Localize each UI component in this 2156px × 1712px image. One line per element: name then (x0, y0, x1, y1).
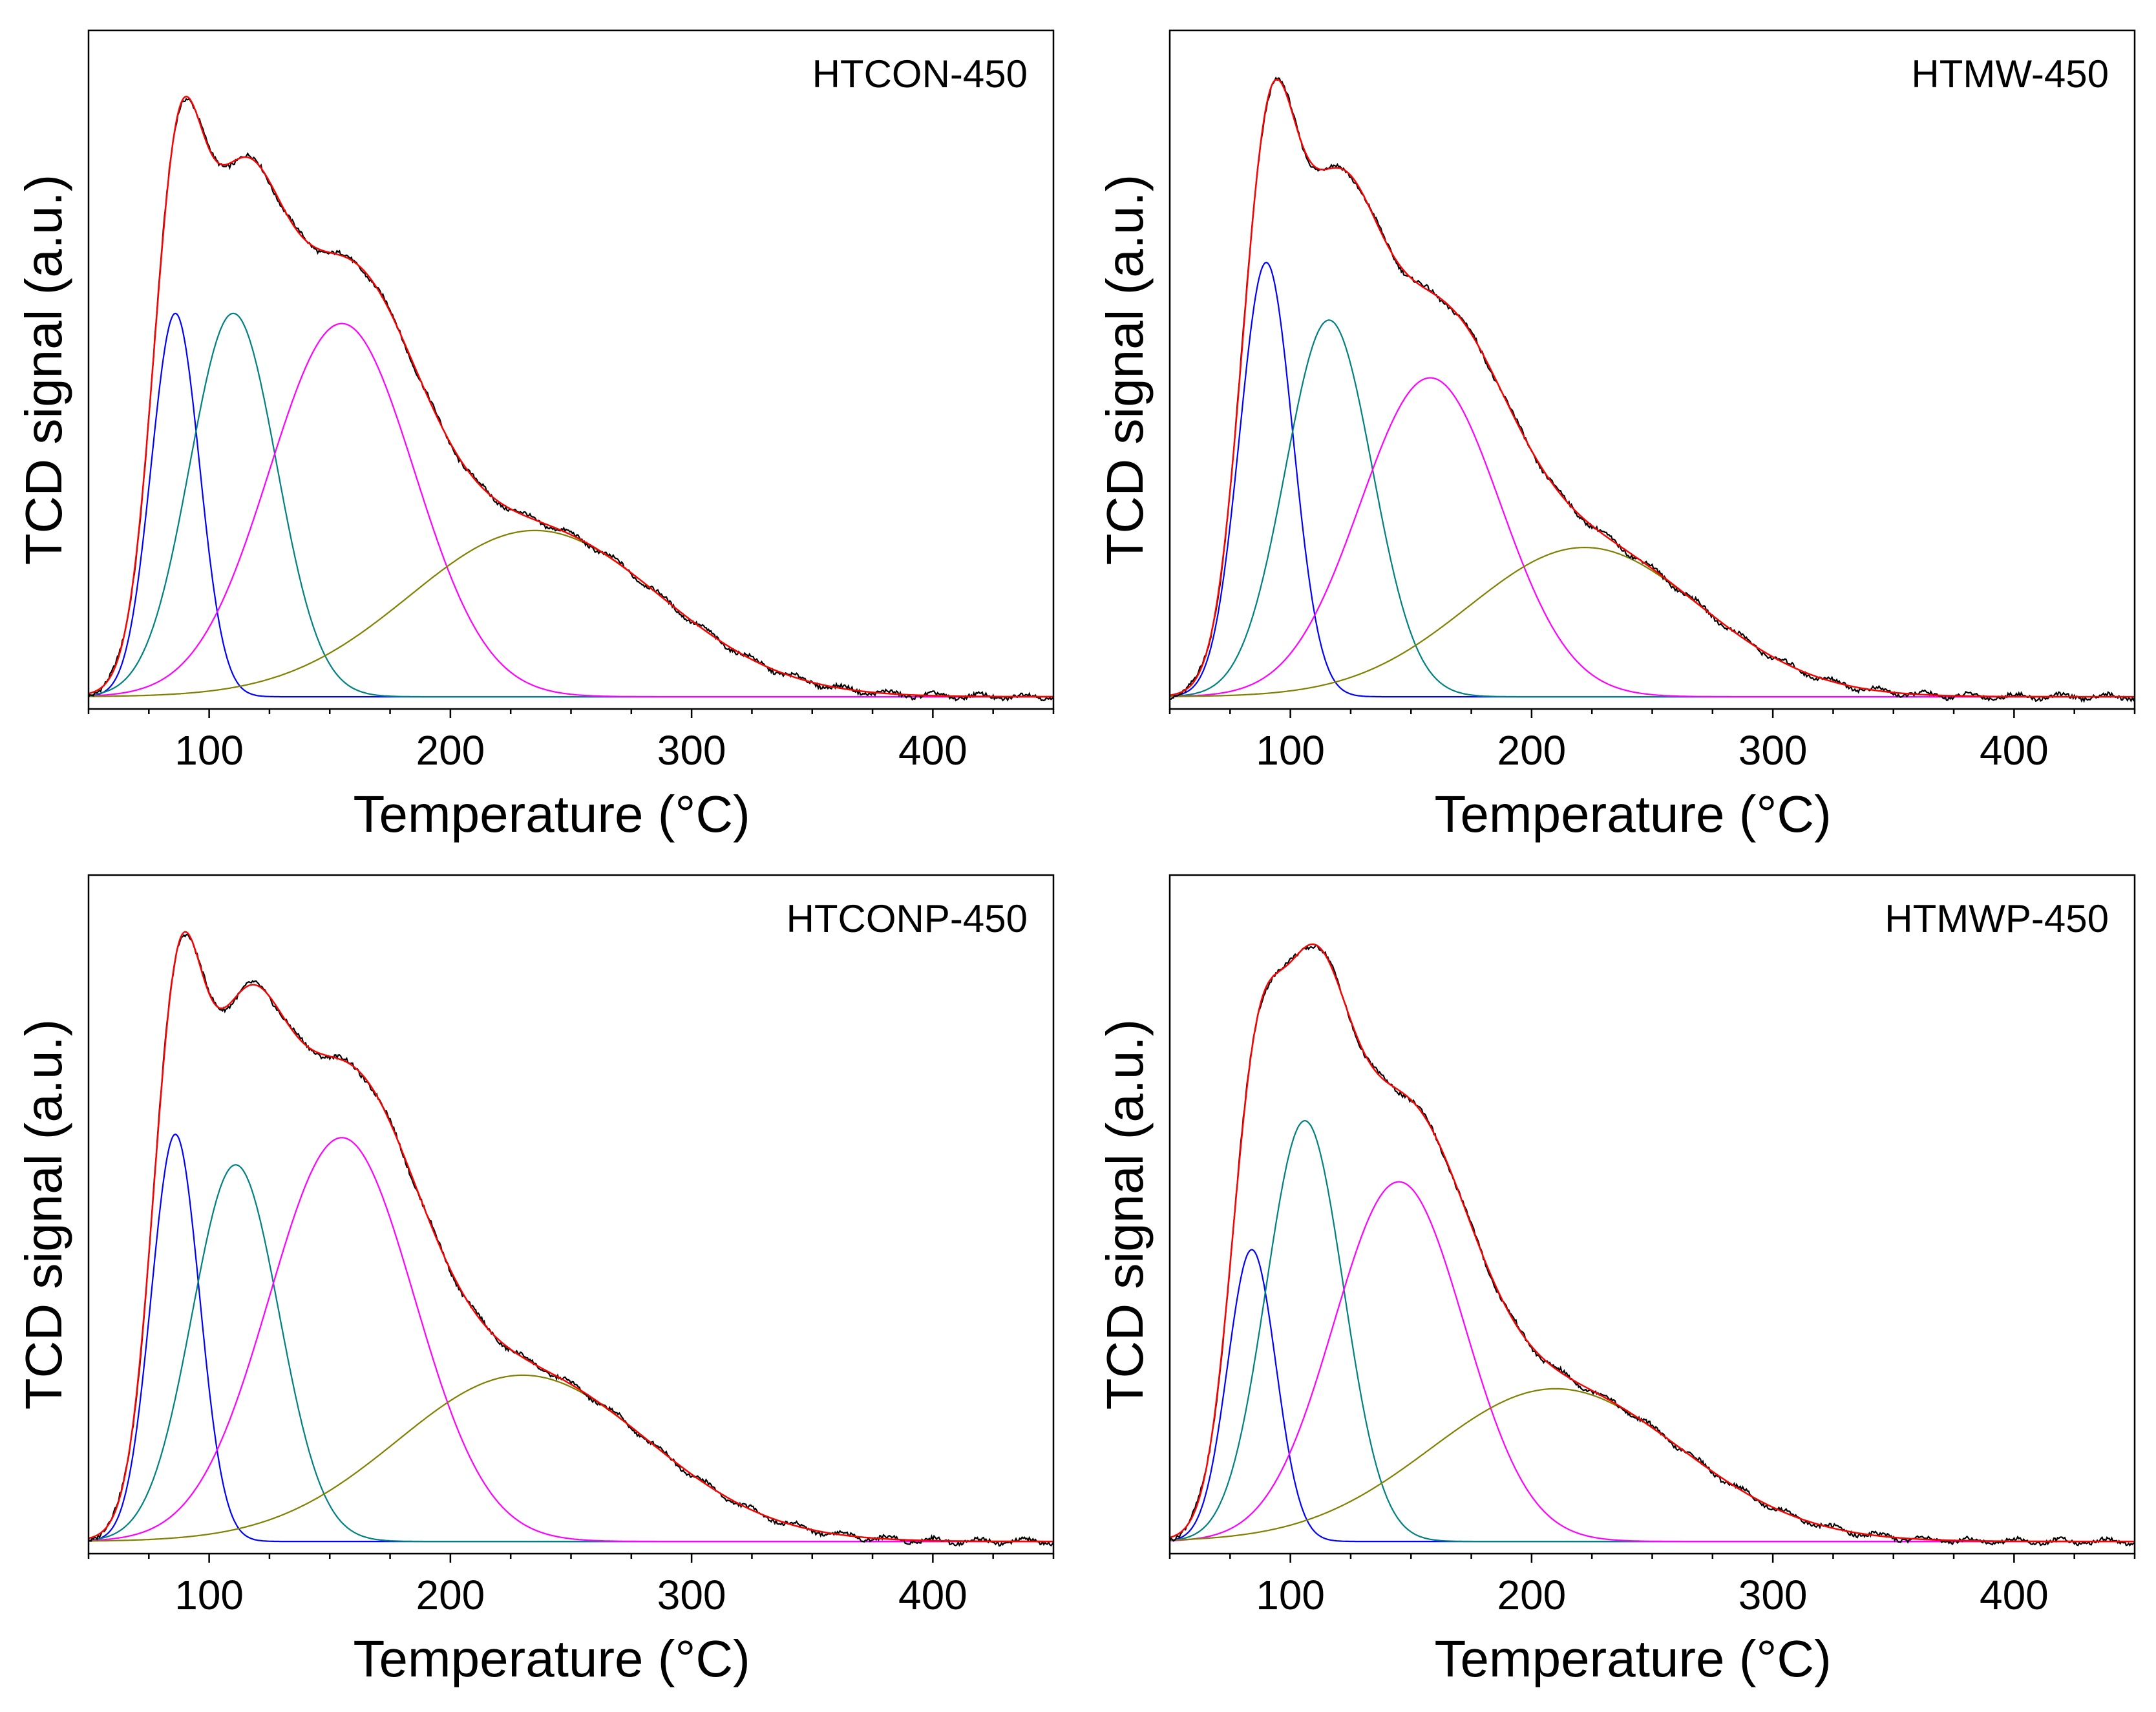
y-axis-title: TCD signal (a.u.) (1096, 174, 1154, 565)
peak-curve-3 (89, 322, 1053, 698)
measured-curve (1169, 944, 2135, 1547)
fit-sum-curve (1169, 943, 2135, 1543)
x-tick-label: 300 (657, 727, 726, 774)
x-tick-label: 200 (1497, 1572, 1566, 1618)
chart-panel-2: 100 200 300 400 Temperature (°C) TCD signal (… (1096, 29, 2136, 843)
x-tick-label: 200 (416, 1572, 485, 1618)
x-axis-title: Temperature (°C) (1434, 1630, 1831, 1687)
x-tick-label: 100 (1256, 727, 1325, 774)
plot-frame (1168, 29, 2136, 710)
plot-frame (87, 29, 1055, 710)
fit-sum-curve (88, 96, 1054, 698)
chart-panel-3: 100 200 300 400 Temperature (°C) TCD signal (… (15, 874, 1055, 1687)
peak-curve-2 (1169, 1119, 2135, 1543)
peak-curve-3 (1170, 377, 2135, 698)
measured-curve (88, 933, 1054, 1547)
y-axis-title: TCD signal (a.u.) (1096, 1019, 1154, 1410)
panel-title: HTCON-450 (812, 52, 1028, 96)
x-tick-label: 400 (898, 1572, 967, 1618)
plot-frame (87, 874, 1055, 1555)
panel-title: HTCONP-450 (787, 897, 1028, 940)
x-tick-label: 400 (1980, 727, 2049, 774)
x-tick-label: 300 (657, 1572, 726, 1618)
peak-curve-2 (1169, 319, 2135, 698)
x-tick-label: 100 (1256, 1572, 1325, 1618)
fit-sum-curve (88, 931, 1053, 1543)
peak-curve-1 (1169, 1249, 2135, 1543)
fit-sum-curve (1169, 78, 2135, 698)
panel-title: HTMWP-450 (1885, 897, 2109, 940)
measured-curve (88, 98, 1054, 702)
peak-curve-4 (1170, 1388, 2135, 1543)
peak-curve-2 (88, 1164, 1053, 1543)
x-tick-label: 400 (1980, 1572, 2049, 1618)
chart-panel-1: 100 200 300 400 Temperature (°C) TCD signal (… (15, 29, 1055, 843)
peak-curve-1 (1169, 261, 2135, 698)
x-tick-label: 200 (416, 727, 485, 774)
chart-panel-4: 100 200 300 400 Temperature (°C) TCD signal (… (1096, 874, 2136, 1687)
x-tick-label: 100 (174, 1572, 244, 1618)
x-tick-label: 300 (1739, 1572, 1808, 1618)
measured-curve (1169, 76, 2136, 703)
x-tick-label: 400 (898, 727, 967, 774)
peak-curve-1 (88, 312, 1053, 698)
peak-curve-4 (1170, 547, 2135, 698)
x-axis-title: Temperature (°C) (1434, 785, 1831, 843)
x-axis-title: Temperature (°C) (353, 785, 750, 843)
x-axis-title: Temperature (°C) (353, 1630, 750, 1687)
y-axis-title: TCD signal (a.u.) (15, 1019, 72, 1410)
peak-curve-2 (88, 312, 1053, 698)
x-tick-label: 200 (1497, 727, 1566, 774)
x-tick-label: 300 (1739, 727, 1808, 774)
peak-curve-3 (89, 1137, 1053, 1543)
plot-frame (1168, 874, 2136, 1555)
peak-curve-1 (88, 1133, 1053, 1543)
peak-curve-4 (89, 529, 1054, 698)
peak-curve-4 (88, 1374, 1053, 1543)
x-tick-label: 100 (174, 727, 244, 774)
y-axis-title: TCD signal (a.u.) (15, 174, 72, 565)
panel-title: HTMW-450 (1911, 52, 2109, 96)
peak-curve-3 (1169, 1181, 2135, 1543)
